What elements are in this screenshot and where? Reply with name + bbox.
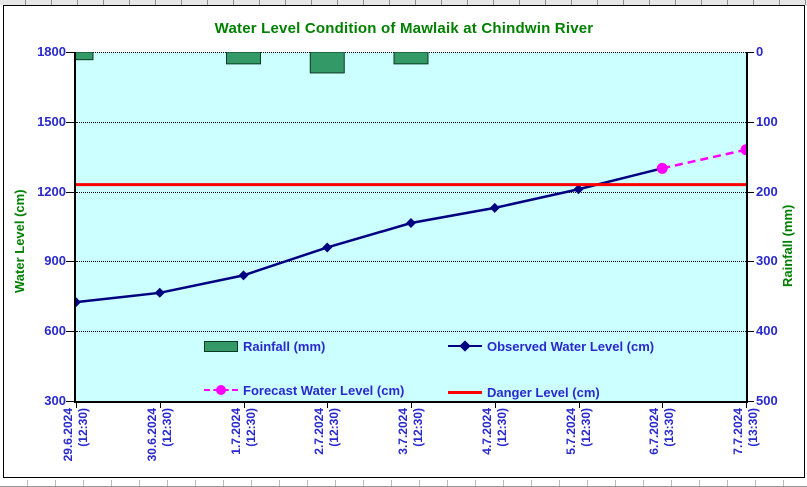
x-axis-tick <box>327 403 329 408</box>
x-axis-label: 2.7.2024 (12:30) <box>291 408 363 482</box>
forecast-marker-swatch <box>216 385 226 395</box>
gridline <box>76 191 746 193</box>
observed-marker-swatch <box>459 340 471 352</box>
left-axis-tick-label: 1200 <box>37 183 66 199</box>
observed-marker <box>238 270 249 281</box>
x-axis-tick <box>411 403 412 408</box>
right-axis-tick-label: 300 <box>756 253 778 269</box>
x-axis-label-text: 4.7.2024 (12:30) <box>479 408 509 455</box>
right-axis-tick <box>746 191 754 193</box>
x-axis-label: 5.7.2024 (12:30) <box>543 408 615 482</box>
x-axis-tick <box>746 403 747 408</box>
forecast-marker <box>656 162 668 174</box>
x-axis-label-text: 7.7.2024 (13:30) <box>731 408 760 455</box>
x-axis-tick <box>159 403 161 408</box>
x-axis-label: 4.7.2024 (12:30) <box>459 408 531 482</box>
right-axis-tick <box>746 331 754 333</box>
danger-swatch <box>448 386 482 398</box>
x-axis-label: 6.7.2024 (13:30) <box>626 408 698 482</box>
rainfall-bar <box>76 52 94 61</box>
left-axis-tick <box>66 121 74 123</box>
left-axis-tick <box>66 401 74 402</box>
spreadsheet-edge-top <box>0 0 807 5</box>
danger-line-swatch <box>448 391 482 394</box>
right-axis-tick <box>746 52 754 53</box>
observed-marker <box>573 184 584 195</box>
observed-marker <box>154 287 165 298</box>
chart-frame: Water Level Condition of Mawlaik at Chin… <box>3 5 805 478</box>
x-axis-label-text: 3.7.2024 (12:30) <box>396 408 425 455</box>
x-axis-label-text: 2.7.2024 (12:30) <box>312 408 342 455</box>
right-axis-tick-label: 0 <box>756 44 764 59</box>
right-axis-tick-label: 100 <box>756 113 778 129</box>
rainfall-swatch <box>204 340 238 352</box>
x-axis-tick <box>662 403 664 408</box>
legend-item-observed: Observed Water Level (cm) <box>448 338 655 354</box>
rainfall-bar <box>393 52 429 65</box>
legend-label-observed: Observed Water Level (cm) <box>487 338 655 354</box>
observed-marker <box>322 242 333 253</box>
x-axis-tick <box>76 403 77 408</box>
legend-item-danger: Danger Level (cm) <box>448 384 600 400</box>
x-axis-label: 30.6.2024 (12:30) <box>124 408 196 482</box>
left-axis-tick-label: 1500 <box>37 113 66 129</box>
left-axis-title: Water Level (cm) <box>12 189 27 293</box>
legend-item-forecast: Forecast Water Level (cm) <box>204 382 405 398</box>
gridline <box>76 121 746 123</box>
left-axis-tick-label: 900 <box>44 253 66 269</box>
x-axis-tick <box>243 403 245 408</box>
observed-marker <box>406 218 416 229</box>
right-axis-tick-label: 500 <box>756 393 778 408</box>
forecast-swatch <box>204 384 238 396</box>
x-axis-label-text: 30.6.2024 (12:30) <box>144 408 174 462</box>
rainfall-bar <box>309 52 345 74</box>
left-axis-tick-label: 600 <box>44 323 66 339</box>
right-axis-tick-label: 200 <box>756 183 778 199</box>
forecast-marker <box>740 144 746 156</box>
right-axis-tick <box>746 261 754 263</box>
legend-label-danger: Danger Level (cm) <box>487 384 600 400</box>
x-axis-label-text: 5.7.2024 (12:30) <box>563 408 593 455</box>
observed-swatch <box>448 340 482 352</box>
x-axis-label: 29.6.2024 (12:30) <box>40 408 112 482</box>
legend-label-rainfall: Rainfall (mm) <box>243 338 326 354</box>
right-axis-tick <box>746 401 754 402</box>
left-axis-tick <box>66 191 74 193</box>
x-axis-label: 1.7.2024 (12:30) <box>208 408 280 482</box>
left-axis-tick-label: 1800 <box>37 44 66 59</box>
x-axis-tick <box>494 403 496 408</box>
observed-marker <box>76 297 81 308</box>
x-axis-label: 3.7.2024 (12:30) <box>375 408 447 482</box>
gridline <box>76 331 746 333</box>
x-axis-label-text: 29.6.2024 (12:30) <box>61 408 90 462</box>
legend-item-rainfall: Rainfall (mm) <box>204 338 326 354</box>
plot-canvas <box>76 52 746 308</box>
forecast-line <box>661 148 746 170</box>
rainfall-bar <box>226 52 261 65</box>
x-axis-label: 7.7.2024 (13:30) <box>710 408 782 482</box>
left-axis-tick <box>66 52 74 53</box>
chart-title: Water Level Condition of Mawlaik at Chin… <box>214 20 594 37</box>
left-axis-tick <box>66 331 74 333</box>
x-axis-tick <box>578 403 580 408</box>
x-axis-label-text: 1.7.2024 (12:30) <box>228 408 258 455</box>
right-axis-tick-label: 400 <box>756 323 778 339</box>
observed-marker <box>489 202 500 213</box>
right-axis-tick <box>746 121 754 123</box>
observed-line <box>76 167 663 304</box>
x-axis-label-text: 6.7.2024 (13:30) <box>647 408 677 455</box>
left-axis-tick-label: 300 <box>44 393 66 408</box>
plot-area <box>74 52 748 403</box>
legend-label-forecast: Forecast Water Level (cm) <box>243 382 405 398</box>
gridline <box>76 261 746 263</box>
left-axis-tick <box>66 261 74 263</box>
